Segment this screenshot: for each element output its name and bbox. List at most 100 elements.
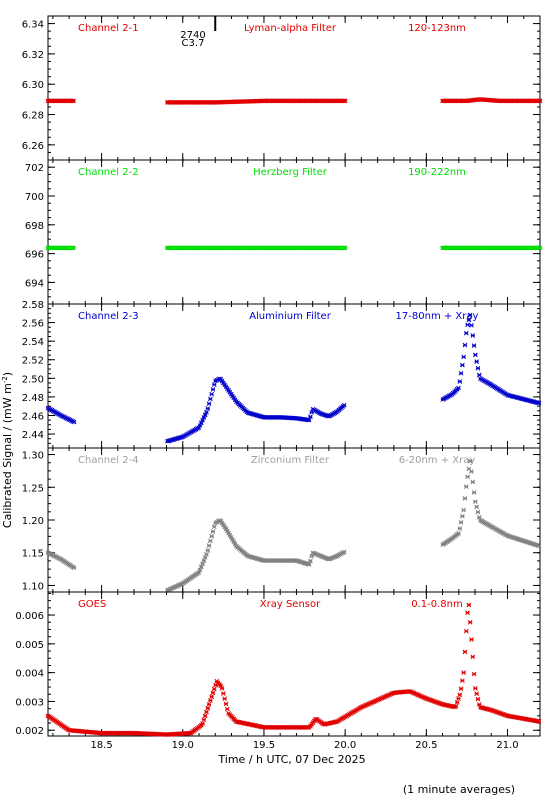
data-point (308, 558, 313, 564)
data-point (206, 543, 212, 549)
y-tick-label: 2.56 (22, 319, 44, 330)
data-point (461, 670, 467, 675)
panel-channel-label: Channel 2-4 (78, 455, 139, 466)
data-point (226, 530, 231, 536)
data-point (536, 719, 542, 724)
data-point (463, 330, 469, 336)
panel-frame (47, 159, 541, 305)
data-point (461, 354, 467, 360)
y-tick-label: 696 (25, 250, 44, 261)
data-point (204, 551, 209, 557)
data-point (458, 686, 464, 692)
data-point (200, 561, 205, 567)
y-tick-label: 1.20 (22, 516, 44, 527)
y-tick-label: 6.28 (22, 111, 44, 122)
data-point (457, 526, 463, 531)
panel-frame (47, 15, 541, 161)
data-point (471, 671, 477, 677)
y-tick-label: 2.46 (22, 411, 44, 422)
data-point (228, 535, 234, 540)
data-point (458, 520, 464, 525)
panel-ch22: 694 696 698 700 702 Channel 2-2 Herzberg Filte… (25, 159, 543, 305)
data-point (196, 570, 202, 575)
data-point (462, 342, 468, 348)
x-axis-label: Time / h UTC, 07 Dec 2025 (217, 753, 365, 766)
data-point (210, 690, 216, 696)
panel-channel-label: Channel 2-2 (78, 167, 139, 178)
data-point (536, 400, 542, 406)
x-tick-label: 19.5 (253, 740, 275, 751)
x-tick-label: 21.0 (496, 740, 518, 751)
data-point (71, 245, 76, 251)
panel-channel-label: Channel 2-1 (78, 23, 139, 34)
y-tick-label: 6.26 (22, 141, 44, 152)
data-point (471, 490, 477, 495)
data-point (202, 713, 208, 719)
data-point (223, 701, 229, 707)
data-point (197, 567, 203, 573)
panel-goes: 0.002 0.003 0.004 0.005 0.006 GOES Xray Sensor… (15, 591, 542, 737)
data-point (308, 414, 313, 420)
series-ch21 (45, 97, 543, 105)
data-point (469, 637, 474, 642)
data-point (71, 98, 76, 104)
y-tick-label: 0.006 (15, 611, 44, 622)
x-tick-label: 20.0 (334, 740, 356, 751)
data-point (200, 721, 205, 726)
data-point (457, 692, 463, 698)
data-point (470, 479, 476, 485)
y-tick-label: 2.50 (22, 374, 44, 385)
data-point (211, 382, 217, 388)
panels: 6.26 6.28 6.30 6.32 6.34 Channel 2-1 Lyman-alp… (15, 15, 543, 751)
data-point (466, 317, 472, 323)
data-point (341, 402, 347, 408)
data-point (208, 698, 213, 703)
data-point (210, 529, 216, 534)
data-point (209, 391, 215, 397)
data-point (456, 530, 461, 536)
panel-ch23: 2.44 2.46 2.48 2.50 2.52 2.54 2.56 2.58 Channel … (22, 300, 542, 449)
data-point (465, 322, 470, 328)
y-tick-label: 702 (25, 163, 44, 174)
data-point (473, 352, 478, 358)
data-point (71, 419, 77, 425)
data-point (204, 409, 209, 415)
series-ch23 (45, 312, 542, 444)
data-point (202, 412, 208, 418)
panel-filter-label: Aluminium Filter (249, 311, 332, 322)
y-tick-label: 1.30 (22, 451, 44, 462)
data-point (460, 678, 465, 684)
panel-frame (47, 591, 541, 737)
data-point (537, 98, 543, 104)
data-point (208, 396, 213, 402)
data-point (475, 509, 481, 515)
data-point (476, 372, 482, 378)
y-tick-label: 6.34 (22, 20, 44, 31)
data-point (469, 469, 474, 474)
panel-band-label: 0.1-0.8nm (411, 599, 463, 610)
data-point (196, 425, 202, 431)
y-tick-label: 2.48 (22, 393, 44, 404)
y-axis-label-text: Calibrated Signal / (mW m (1, 383, 14, 528)
data-point (470, 654, 476, 660)
data-point (200, 417, 205, 423)
data-point (474, 691, 480, 697)
y-tick-label: 2.44 (22, 430, 44, 441)
y-tick-label: 2.58 (22, 300, 44, 311)
y-tick-label: 1.25 (22, 483, 44, 494)
data-point (467, 619, 473, 625)
panel-band-label: 6-20nm + Xray (399, 455, 476, 466)
data-point (537, 245, 543, 251)
data-point (476, 515, 482, 520)
y-tick-label: 0.005 (15, 640, 44, 651)
data-point (474, 504, 480, 510)
data-point (206, 701, 212, 707)
y-axis-label-sup: -2 (1, 376, 9, 383)
data-point (471, 343, 477, 348)
y-tick-label: 0.003 (15, 697, 44, 708)
y-tick-label: 1.10 (22, 581, 44, 592)
data-point (306, 562, 312, 567)
y-tick-label: 2.52 (22, 356, 44, 367)
panel-channel-label: Channel 2-3 (78, 311, 139, 322)
